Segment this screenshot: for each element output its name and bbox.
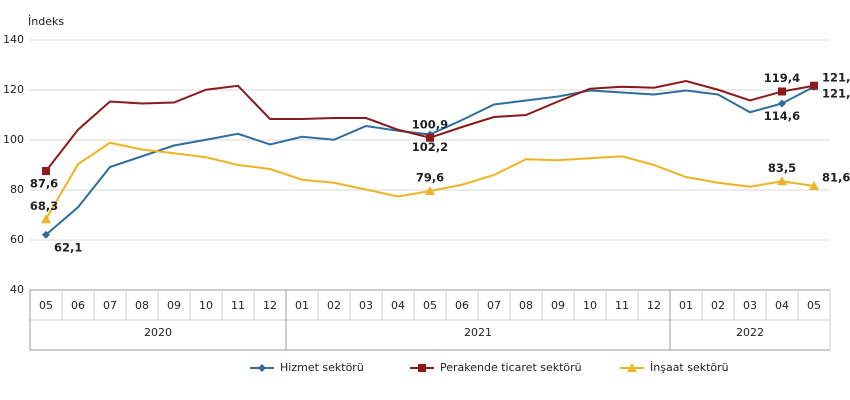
y-tick-label: 60 — [10, 233, 24, 246]
x-tick-label: 05 — [807, 299, 821, 312]
x-tick-label: 01 — [295, 299, 309, 312]
x-tick-label: 07 — [487, 299, 501, 312]
value-label: 100,9 — [412, 117, 448, 131]
x-tick-label: 02 — [711, 299, 725, 312]
y-axis-label: İndeks — [28, 15, 64, 28]
value-label: 79,6 — [416, 171, 444, 185]
value-label: 68,3 — [30, 199, 58, 213]
point — [810, 81, 818, 90]
x-tick-label: 05 — [423, 299, 437, 312]
x-tick-label: 11 — [615, 299, 629, 312]
y-tick-label: 80 — [10, 183, 24, 196]
x-tick-label: 08 — [519, 299, 533, 312]
value-label: 119,4 — [764, 71, 800, 85]
x-tick-label: 10 — [199, 299, 213, 312]
legend-label: Perakende ticaret sektörü — [440, 361, 582, 374]
y-tick-label: 40 — [10, 283, 24, 296]
point — [42, 230, 50, 239]
year-label: 2020 — [144, 326, 172, 339]
value-label: 81,6 — [822, 171, 850, 185]
x-tick-label: 06 — [455, 299, 469, 312]
value-label: 62,1 — [54, 240, 82, 254]
x-tick-label: 03 — [743, 299, 757, 312]
x-tick-label: 09 — [551, 299, 565, 312]
point — [778, 87, 786, 96]
x-tick-label: 05 — [39, 299, 53, 312]
y-tick-label: 100 — [3, 133, 24, 146]
x-tick-label: 04 — [775, 299, 789, 312]
legend-label: İnşaat sektörü — [650, 361, 729, 374]
value-label: 121,7 — [822, 70, 850, 84]
value-label: 102,2 — [412, 140, 448, 154]
y-tick-label: 140 — [3, 33, 24, 46]
point — [777, 176, 787, 186]
value-label: 121,3 — [822, 86, 850, 100]
point — [627, 363, 637, 372]
point — [258, 364, 266, 372]
value-label: 87,6 — [30, 177, 58, 191]
x-tick-label: 10 — [583, 299, 597, 312]
x-tick-label: 12 — [263, 299, 277, 312]
point — [42, 167, 50, 175]
x-tick-label: 12 — [647, 299, 661, 312]
point — [425, 186, 435, 195]
point — [809, 181, 819, 190]
year-label: 2021 — [464, 326, 492, 339]
x-tick-label: 06 — [71, 299, 85, 312]
y-tick-label: 120 — [3, 83, 24, 96]
series-line — [45, 85, 815, 236]
point — [778, 99, 786, 108]
x-tick-label: 09 — [167, 299, 181, 312]
value-label: 83,5 — [768, 161, 796, 175]
point — [41, 214, 51, 224]
x-tick-label: 04 — [391, 299, 405, 312]
point — [426, 133, 434, 142]
value-label: 114,6 — [764, 109, 800, 123]
x-tick-label: 02 — [327, 299, 341, 312]
year-label: 2022 — [736, 326, 764, 339]
x-tick-label: 08 — [135, 299, 149, 312]
point — [418, 364, 426, 372]
x-tick-label: 07 — [103, 299, 117, 312]
x-tick-label: 03 — [359, 299, 373, 312]
x-tick-label: 11 — [231, 299, 245, 312]
x-tick-label: 01 — [679, 299, 693, 312]
legend-label: Hizmet sektörü — [280, 361, 364, 374]
